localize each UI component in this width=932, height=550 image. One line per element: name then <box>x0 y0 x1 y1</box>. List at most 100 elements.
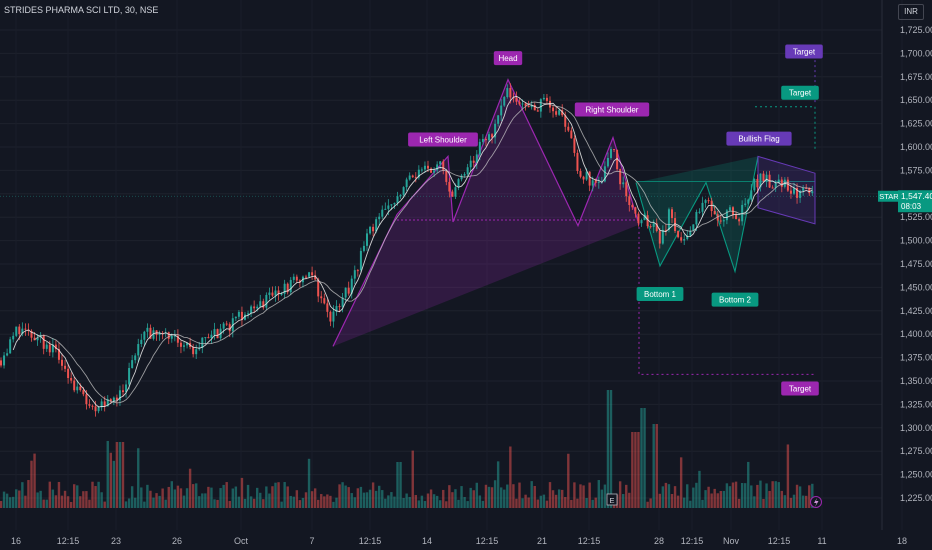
volume-bar <box>707 486 710 508</box>
candle-body <box>564 115 567 127</box>
volume-bar <box>548 482 552 508</box>
candle-body <box>677 231 680 238</box>
candle-body <box>76 386 79 391</box>
candle-body <box>88 404 91 406</box>
candle-body <box>82 390 85 395</box>
volume-bar <box>762 498 765 508</box>
volume-bar <box>359 486 363 508</box>
volume-bar <box>30 460 33 508</box>
candle-body <box>509 88 512 98</box>
candle-body <box>323 298 326 304</box>
price-tick: 1,725.00 <box>900 25 932 35</box>
volume-bar <box>170 481 173 508</box>
candle-body <box>454 187 457 197</box>
candle-body <box>777 179 780 184</box>
candle-body <box>140 339 143 345</box>
candle-body <box>689 230 692 236</box>
volume-bar <box>478 495 482 508</box>
volume-bar <box>228 500 231 508</box>
candle-body <box>201 337 204 348</box>
candle-body <box>747 199 750 204</box>
volume-bar <box>152 497 155 508</box>
candle-body <box>247 313 250 315</box>
candle-body <box>152 330 155 339</box>
candle-body <box>137 344 140 356</box>
candle-body <box>134 355 137 361</box>
time-tick: 12:15 <box>578 536 601 546</box>
candle-body <box>637 213 640 224</box>
candle-body <box>567 126 570 131</box>
volume-bar <box>313 488 317 508</box>
volume-bar <box>8 497 12 508</box>
candle-body <box>414 177 417 179</box>
candle-body <box>539 99 542 112</box>
candle-body <box>524 103 527 106</box>
candle-body <box>613 149 616 151</box>
candle-body <box>542 97 545 100</box>
volume-bar <box>603 484 607 508</box>
annotation-label <box>636 286 684 301</box>
volume-bar <box>66 496 70 508</box>
annotation-label <box>781 381 819 396</box>
volume-bar <box>283 482 286 508</box>
volume-bar <box>97 481 100 508</box>
candle-body <box>3 355 6 366</box>
candle-body <box>725 210 728 221</box>
candle-body <box>42 334 45 349</box>
volume-bar <box>259 492 262 508</box>
candle-body <box>445 170 448 182</box>
volume-bar <box>82 491 85 508</box>
volume-bar <box>149 490 152 508</box>
volume-bar <box>286 486 289 508</box>
volume-bar <box>618 481 622 508</box>
time-tick: 12:15 <box>476 536 499 546</box>
volume-bar <box>515 498 518 508</box>
volume-bar <box>396 462 399 508</box>
price-tick: 1,525.00 <box>900 212 932 222</box>
candle-body <box>728 207 731 211</box>
volume-bar <box>426 493 430 508</box>
volume-bar <box>399 462 402 508</box>
volume-bar <box>722 490 726 508</box>
symbol-badge-text: STAR <box>879 192 899 201</box>
candle-body <box>640 220 643 224</box>
candle-body <box>622 182 625 185</box>
candle-body <box>314 275 317 280</box>
candle-body <box>628 196 631 205</box>
candle-body <box>237 311 240 317</box>
volume-bar <box>365 492 369 508</box>
time-tick: 7 <box>309 536 314 546</box>
candle-body <box>97 407 100 412</box>
volume-bar <box>33 453 36 508</box>
candle-body <box>15 326 18 336</box>
price-axis[interactable]: 1,225.00 1,250.00 1,275.00 1,300.00 1,325.00… <box>878 25 932 503</box>
volume-bar <box>664 482 668 508</box>
volume-bar <box>597 480 600 508</box>
volume-bar <box>88 499 91 508</box>
volume-bar <box>545 500 549 508</box>
candle-body <box>115 397 118 401</box>
volume-bar <box>167 486 170 508</box>
volume-bar <box>91 481 94 508</box>
candle-body <box>576 152 579 172</box>
candle-body <box>430 168 433 173</box>
candle-body <box>67 368 70 378</box>
volume-bar <box>317 499 320 508</box>
volume-bar <box>679 457 683 508</box>
candle-body <box>683 239 686 241</box>
volume-bar <box>252 498 256 508</box>
candle-body <box>802 187 805 191</box>
price-tick: 1,325.00 <box>900 399 932 409</box>
currency-selector[interactable]: INR <box>898 4 924 20</box>
candle-body <box>667 209 670 230</box>
time-tick: 26 <box>172 536 182 546</box>
candle-body <box>744 203 747 205</box>
pattern-drawings <box>0 51 882 375</box>
candle-body <box>750 190 753 200</box>
volume-bar <box>594 497 597 508</box>
candle-body <box>799 190 802 198</box>
time-axis[interactable]: 16 12:15 23 26 Oct 7 12:15 14 12:15 21 12:15 28 12:1… <box>11 536 907 546</box>
candle-body <box>701 202 704 212</box>
